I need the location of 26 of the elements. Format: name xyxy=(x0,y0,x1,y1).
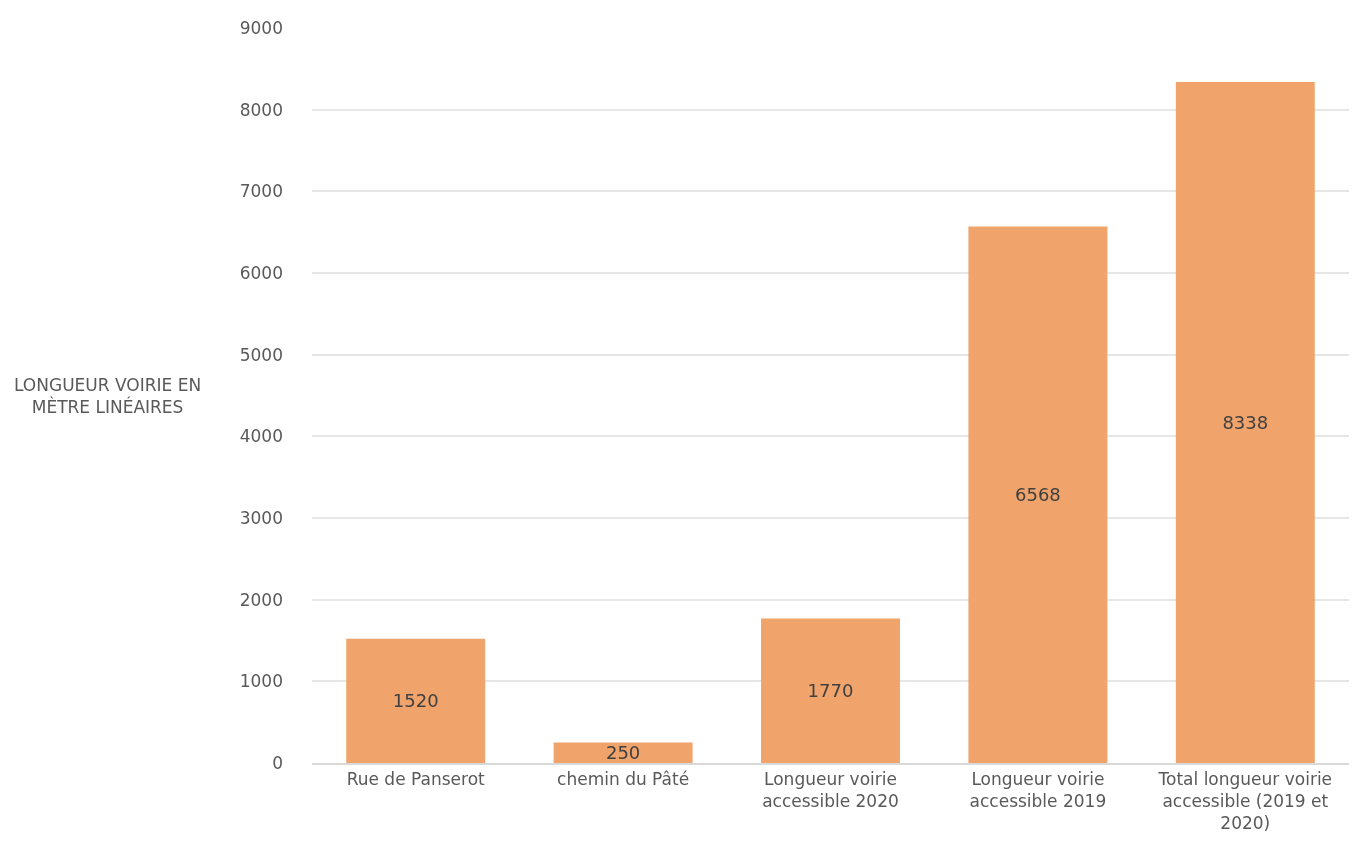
bar xyxy=(553,742,693,763)
y-tick-label: 9000 xyxy=(239,17,283,38)
data-label: 8338 xyxy=(1222,412,1269,434)
y-tick-label: 1000 xyxy=(239,671,283,692)
y-tick-label: 2000 xyxy=(239,589,283,610)
y-tick-label: 4000 xyxy=(239,426,283,447)
y-tick-label: 0 xyxy=(272,752,283,773)
data-label: 1770 xyxy=(807,680,854,702)
data-label: 1520 xyxy=(392,690,439,712)
y-tick-label: 5000 xyxy=(239,344,283,365)
x-tick-label: Longueur voirie accessible 2019 xyxy=(969,769,1107,812)
data-label: 6568 xyxy=(1014,484,1061,506)
y-tick-label: 7000 xyxy=(239,181,283,202)
bar xyxy=(1175,82,1315,763)
data-label: 250 xyxy=(605,742,641,764)
x-tick-label: Longueur voirie accessible 2020 xyxy=(762,769,899,812)
x-tick-label: chemin du Pâté xyxy=(557,769,690,790)
x-tick-label: Total longueur voirie accessible (2019 et 2020) xyxy=(1157,769,1333,834)
y-axis-title: LONGUEUR VOIRIE EN MÈTRE LINÉAIRES xyxy=(14,375,202,418)
x-tick-label: Rue de Panserot xyxy=(346,769,486,790)
y-tick-label: 3000 xyxy=(239,507,283,528)
y-tick-label: 8000 xyxy=(239,99,283,120)
bar xyxy=(761,618,900,763)
bar xyxy=(968,226,1108,763)
y-tick-label: 6000 xyxy=(239,262,283,283)
bar xyxy=(346,638,486,763)
